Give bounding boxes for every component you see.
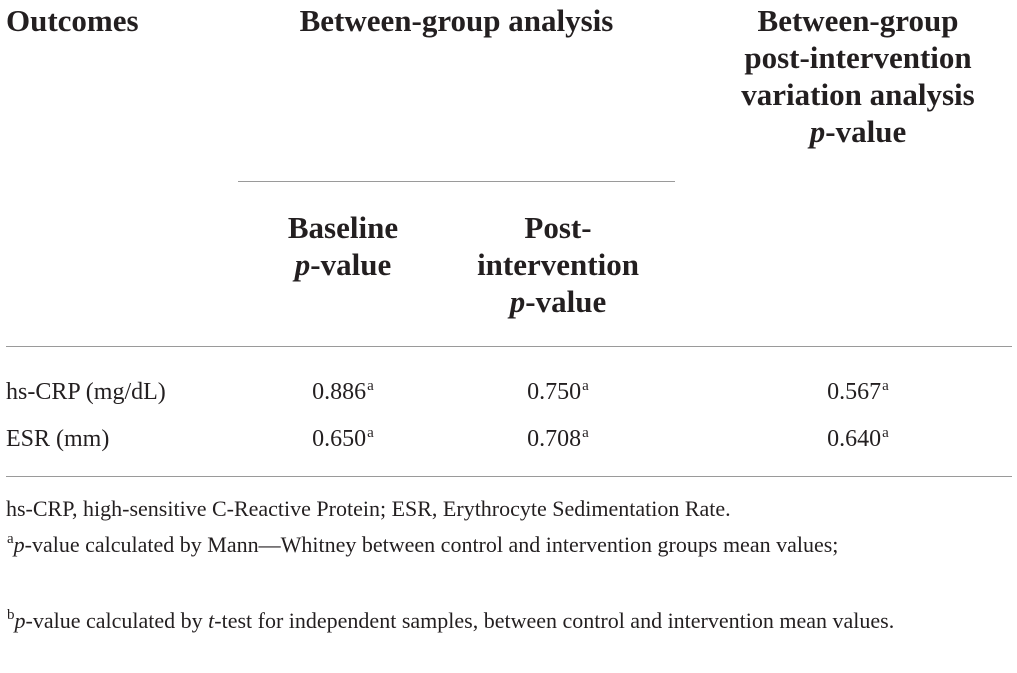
- header-between-group-analysis: Between-group analysis: [299, 3, 614, 38]
- header-variation-line3: variation analysis: [741, 77, 975, 112]
- footnote-abbreviations: hs-CRP, high-sensitive C-Reactive Protei…: [6, 496, 731, 521]
- header-post-pvalue: p-value: [509, 284, 607, 319]
- header-baseline-pvalue: p-value: [294, 247, 392, 282]
- table-row-outcome: hs-CRP (mg/dL): [6, 379, 166, 405]
- header-post-intervention: Post- intervention p-value: [448, 209, 668, 320]
- header-post-line2: intervention: [477, 247, 639, 282]
- table-bottom-rule: [6, 476, 1012, 477]
- table-cell-baseline: 0.886a: [312, 378, 374, 406]
- footnote-b: bp-value calculated by t-test for indepe…: [7, 607, 895, 634]
- header-outcomes: Outcomes: [6, 3, 139, 38]
- header-bottom-rule: [6, 346, 1012, 347]
- footnote-b-mark: b: [7, 607, 15, 623]
- subheader-rule: [238, 181, 675, 182]
- table-cell-baseline: 0.650a: [312, 425, 374, 453]
- table-row-outcome: ESR (mm): [6, 426, 110, 452]
- table-cell-variation: 0.640a: [827, 425, 889, 453]
- header-variation-line2: post-intervention: [744, 40, 972, 75]
- table-cell-variation: 0.567a: [827, 378, 889, 406]
- table-cell-post: 0.708a: [527, 425, 589, 453]
- header-baseline-label: Baseline: [287, 210, 399, 245]
- header-variation-analysis: Between-group post-intervention variatio…: [700, 2, 1016, 150]
- footnote-a-mark: a: [7, 531, 14, 547]
- header-variation-line1: Between-group: [757, 3, 959, 38]
- table-cell-post: 0.750a: [527, 378, 589, 406]
- header-post-line1: Post-: [524, 210, 592, 245]
- header-variation-line4: p-value: [809, 114, 907, 149]
- header-baseline: Baseline p-value: [238, 209, 448, 283]
- footnote-a: ap-value calculated by Mann—Whitney betw…: [7, 531, 839, 558]
